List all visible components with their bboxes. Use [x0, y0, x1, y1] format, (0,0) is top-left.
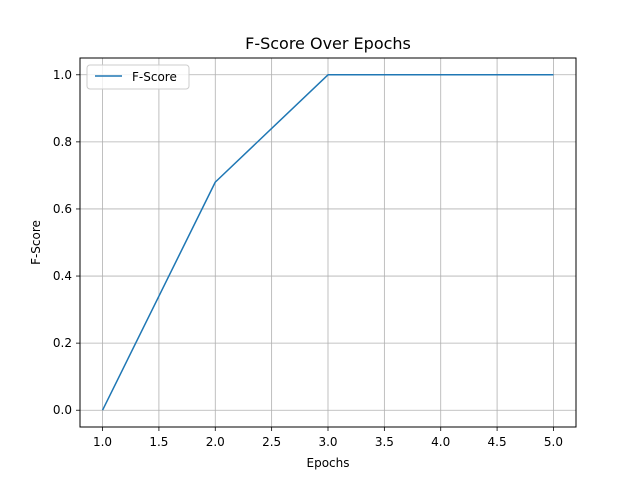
y-tick-label: 0.2: [53, 336, 72, 350]
x-tick-label: 2.0: [206, 435, 225, 449]
x-tick-label: 2.5: [262, 435, 281, 449]
y-tick-label: 0.4: [53, 269, 72, 283]
series-layer: [101, 74, 554, 411]
y-axis-label: F-Score: [29, 220, 43, 265]
legend-label-f-score: F-Score: [132, 70, 177, 84]
x-tick-label: 1.0: [93, 435, 112, 449]
y-tick-label: 1.0: [53, 68, 72, 82]
x-axis-label: Epochs: [307, 456, 350, 470]
x-axis-ticks: 1.0 1.5 2.0 2.5 3.0 3.5 4.0 4.5 5.0: [93, 427, 563, 449]
legend-box: [86, 64, 190, 90]
x-tick-label: 3.0: [318, 435, 337, 449]
x-tick-label: 1.5: [149, 435, 168, 449]
legend: F-Score: [86, 64, 190, 90]
x-tick-label: 5.0: [544, 435, 563, 449]
y-tick-label: 0.0: [53, 403, 72, 417]
y-tick-label: 0.8: [53, 135, 72, 149]
x-tick-label: 4.5: [488, 435, 507, 449]
x-tick-label: 4.0: [431, 435, 450, 449]
y-axis-ticks: 0.0 0.2 0.4 0.6 0.8 1.0: [53, 68, 80, 417]
y-tick-label: 0.6: [53, 202, 72, 216]
chart-title: F-Score Over Epochs: [245, 34, 411, 53]
x-tick-label: 3.5: [375, 435, 394, 449]
